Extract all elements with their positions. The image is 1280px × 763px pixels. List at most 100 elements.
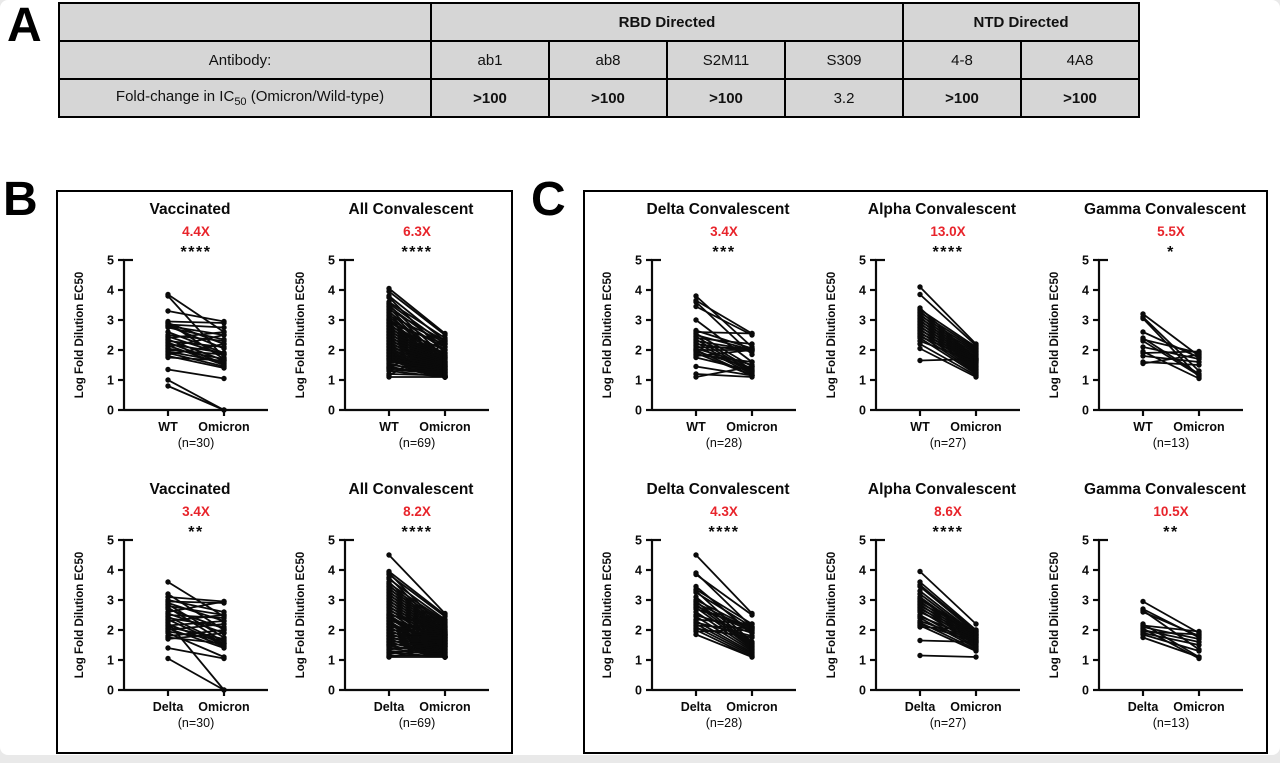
fold-change-label: 3.4X <box>710 224 738 239</box>
data-points <box>1140 311 1202 382</box>
data-points <box>164 291 227 413</box>
y-tick-label: 5 <box>635 254 642 268</box>
plot-title: All Convalescent <box>349 481 474 498</box>
paired-plot: Alpha Convalescent 13.0X **** 0 1 2 3 4 5 Log Fol… <box>826 201 1020 450</box>
x-tick-label: Delta <box>1127 700 1159 714</box>
y-tick-label: 4 <box>859 564 866 578</box>
axes <box>1092 538 1243 696</box>
paired-plot: Delta Convalescent 4.3X **** 0 1 2 3 4 5 Log Fold… <box>602 481 797 730</box>
y-axis-title: Log Fold Dilution EC50 <box>74 272 86 399</box>
y-tick-label: 0 <box>107 684 114 698</box>
table-spacer-cell <box>58 2 432 42</box>
axes <box>646 538 797 696</box>
data-points <box>693 552 755 660</box>
data-points <box>1140 598 1202 662</box>
x-tick-label: Delta <box>904 700 936 714</box>
fold-change-label: 3.4X <box>182 504 210 519</box>
pair-lines <box>695 554 753 658</box>
x-tick-label: Delta <box>152 700 184 714</box>
y-tick-label: 2 <box>1082 624 1089 638</box>
y-tick-label: 4 <box>107 564 114 578</box>
y-tick-label: 4 <box>1082 564 1089 578</box>
y-axis-title: Log Fold Dilution EC50 <box>602 272 614 399</box>
y-axis-title: Log Fold Dilution EC50 <box>295 552 307 679</box>
antibody-name: S309 <box>784 40 904 80</box>
table-group-header-row: RBD Directed NTD Directed <box>58 2 1140 42</box>
y-axis-title: Log Fold Dilution EC50 <box>74 552 86 679</box>
pair-lines <box>1142 313 1200 380</box>
plot-vaccinated-delta-omicron: Vaccinated 3.4X ** 0 1 2 3 4 5 Log Fold Dilution … <box>68 476 280 748</box>
fold-change-value: >100 <box>430 78 550 118</box>
panel-c-bottom-row: Delta Convalescent 4.3X **** 0 1 2 3 4 5 Log Fold… <box>585 472 1266 752</box>
y-tick-label: 2 <box>107 344 114 358</box>
y-tick-label: 3 <box>635 314 642 328</box>
y-tick-label: 4 <box>328 564 335 578</box>
fold-change-label: 8.6X <box>934 504 962 519</box>
y-tick-label: 5 <box>859 534 866 548</box>
plot-title: Alpha Convalescent <box>867 201 1015 218</box>
axes <box>869 538 1020 696</box>
n-label: (n=13) <box>1153 436 1189 450</box>
y-tick-label: 1 <box>635 654 642 668</box>
x-tick-label: WT <box>380 420 400 434</box>
antibody-name: 4A8 <box>1020 40 1140 80</box>
y-tick-label: 1 <box>328 374 335 388</box>
fold-change-label-prefix: Fold-change in IC <box>115 88 235 105</box>
fold-change-label: 6.3X <box>403 224 431 239</box>
plot-title: Gamma Convalescent <box>1084 201 1246 218</box>
plot-title: Gamma Convalescent <box>1084 481 1246 498</box>
data-points <box>693 293 755 380</box>
paired-plot: All Convalescent 6.3X **** 0 1 2 3 4 5 Log Fold D… <box>295 201 490 450</box>
significance-stars: **** <box>402 244 433 261</box>
fold-change-value: >100 <box>1020 78 1140 118</box>
y-tick-label: 1 <box>1082 374 1089 388</box>
plot-title: Delta Convalescent <box>647 481 790 498</box>
axes <box>646 258 797 416</box>
y-tick-label: 5 <box>107 254 114 268</box>
panel-c-top-row: Delta Convalescent 3.4X *** 0 1 2 3 4 5 Log Fold … <box>585 192 1266 472</box>
panel-label-c: C <box>531 173 566 226</box>
data-points <box>386 552 449 660</box>
fold-change-label: 4.3X <box>710 504 738 519</box>
y-tick-label: 5 <box>328 254 335 268</box>
n-label: (n=13) <box>1153 716 1189 730</box>
significance-stars: ** <box>188 524 203 541</box>
y-tick-label: 2 <box>1082 344 1089 358</box>
plot-title: Vaccinated <box>149 201 230 218</box>
paired-plot: Alpha Convalescent 8.6X **** 0 1 2 3 4 5 Log Fold… <box>826 481 1020 730</box>
y-tick-label: 2 <box>635 624 642 638</box>
significance-stars: * <box>1167 244 1175 261</box>
pair-lines <box>918 570 977 658</box>
paired-plot: Gamma Convalescent 5.5X * 0 1 2 3 4 5 Log Fold Di… <box>1049 201 1246 450</box>
y-tick-label: 2 <box>859 344 866 358</box>
antibody-name: ab8 <box>548 40 668 80</box>
fold-change-label: 10.5X <box>1153 504 1188 519</box>
fold-change-value: >100 <box>902 78 1022 118</box>
y-tick-label: 3 <box>1082 594 1089 608</box>
y-tick-label: 0 <box>107 404 114 418</box>
y-tick-label: 0 <box>328 684 335 698</box>
y-tick-label: 1 <box>328 654 335 668</box>
y-axis-title: Log Fold Dilution EC50 <box>295 272 307 399</box>
plot-title: Vaccinated <box>149 481 230 498</box>
panel-label-a: A <box>7 0 42 52</box>
y-axis-title: Log Fold Dilution EC50 <box>826 272 838 399</box>
axes <box>869 258 1020 416</box>
x-tick-label: Omicron <box>420 700 471 714</box>
x-tick-label: Delta <box>681 700 713 714</box>
y-tick-label: 5 <box>859 254 866 268</box>
y-tick-label: 4 <box>328 284 335 298</box>
paired-plot: Vaccinated 3.4X ** 0 1 2 3 4 5 Log Fold Dilution … <box>74 481 268 730</box>
significance-stars: **** <box>932 244 963 261</box>
n-label: (n=28) <box>706 716 742 730</box>
fold-change-label-subscript: 50 <box>234 96 247 108</box>
x-tick-label: Omicron <box>1173 700 1224 714</box>
paired-plot: Gamma Convalescent 10.5X ** 0 1 2 3 4 5 Log Fold … <box>1049 481 1246 730</box>
data-points <box>164 579 227 693</box>
paired-plot: Vaccinated 4.4X **** 0 1 2 3 4 5 Log Fold Dilutio… <box>74 201 268 450</box>
significance-stars: **** <box>932 524 963 541</box>
plot-gamma-convalescent-wt-omicron: Gamma Convalescent 5.5X * 0 1 2 3 4 5 Log Fold Di… <box>1043 196 1255 468</box>
y-axis-title: Log Fold Dilution EC50 <box>602 552 614 679</box>
y-tick-label: 0 <box>328 404 335 418</box>
table-fold-change-row: Fold-change in IC50 (Omicron/Wild-type) … <box>58 78 1140 118</box>
